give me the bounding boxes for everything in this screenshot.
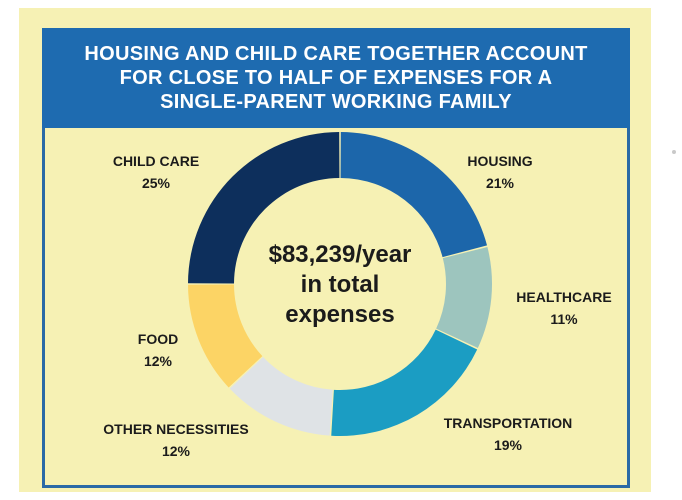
value-food: 12% — [144, 353, 173, 369]
edge-mark — [672, 150, 676, 154]
slice-healthcare — [436, 246, 492, 348]
center-text-line: in total — [301, 271, 380, 298]
label-food: FOOD — [138, 331, 178, 347]
slice-other-necessities — [229, 356, 333, 436]
center-text-line: expenses — [285, 301, 394, 328]
chart-title: HOUSING AND CHILD CARE TOGETHER ACCOUNT … — [84, 43, 588, 113]
slice-transportation — [331, 329, 478, 436]
slice-food — [188, 284, 263, 388]
label-child-care: CHILD CARE — [113, 153, 199, 169]
center-text-line: $83,239/year — [269, 241, 412, 268]
label-healthcare: HEALTHCARE — [516, 289, 611, 305]
slice-housing — [340, 132, 488, 258]
title-banner: HOUSING AND CHILD CARE TOGETHER ACCOUNT … — [42, 28, 630, 128]
value-transportation: 19% — [494, 437, 523, 453]
value-child-care: 25% — [142, 175, 171, 191]
value-healthcare: 11% — [550, 311, 578, 327]
value-other-necessities: 12% — [162, 443, 191, 459]
label-transportation: TRANSPORTATION — [444, 415, 573, 431]
label-other-necessities: OTHER NECESSITIES — [103, 421, 248, 437]
value-housing: 21% — [486, 175, 515, 191]
label-housing: HOUSING — [467, 153, 532, 169]
slice-child-care — [188, 132, 340, 284]
